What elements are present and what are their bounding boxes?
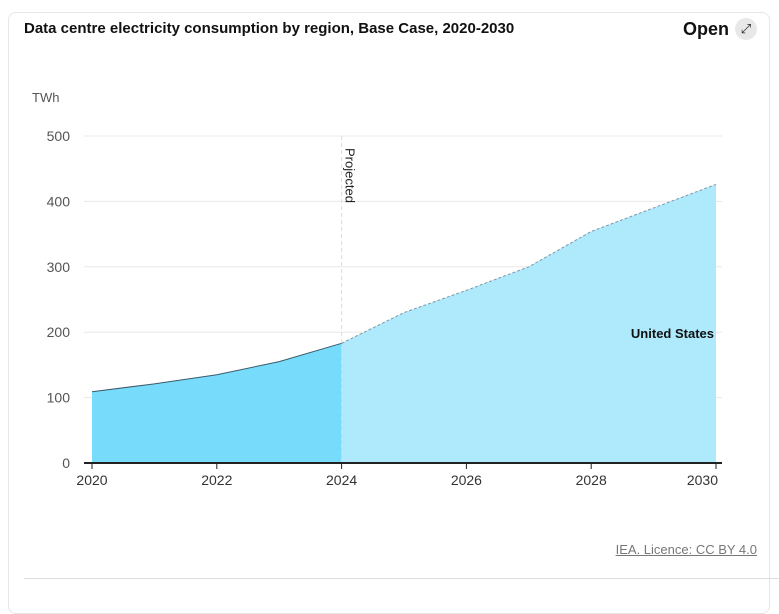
projected-label: Projected [343, 148, 358, 203]
area-projected [341, 184, 716, 463]
x-tick-label: 2020 [76, 472, 107, 488]
x-tick-label: 2026 [451, 472, 482, 488]
line-historical [91, 342, 342, 393]
y-tick-label: 0 [62, 455, 70, 471]
x-tick-label: 2024 [326, 472, 357, 488]
chart-title: Data centre electricity consumption by r… [24, 20, 515, 37]
line-projected [341, 183, 717, 344]
y-tick-label: 100 [47, 390, 71, 406]
area-historical [92, 343, 342, 463]
y-tick-label: 400 [47, 193, 71, 209]
x-tick-label: 2028 [576, 472, 607, 488]
expand-arrows-icon: ⤢ [735, 18, 757, 40]
x-tick-label: 2022 [201, 472, 232, 488]
series-label: United States [631, 326, 714, 341]
divider [24, 578, 779, 579]
y-tick-label: 500 [47, 128, 71, 144]
y-tick-label: 200 [47, 324, 71, 340]
open-button[interactable]: Open ⤢ [683, 18, 757, 40]
x-tick-label: 2030 [687, 472, 718, 488]
open-label: Open [682, 18, 729, 39]
y-tick-label: 300 [47, 259, 71, 275]
y-axis-label: TWh [32, 90, 59, 105]
licence-link[interactable]: IEA. Licence: CC BY 4.0 [615, 542, 757, 557]
chart-svg: TWh 0 100 200 300 400 500 Projected 2020 2022 2024… [32, 90, 722, 488]
